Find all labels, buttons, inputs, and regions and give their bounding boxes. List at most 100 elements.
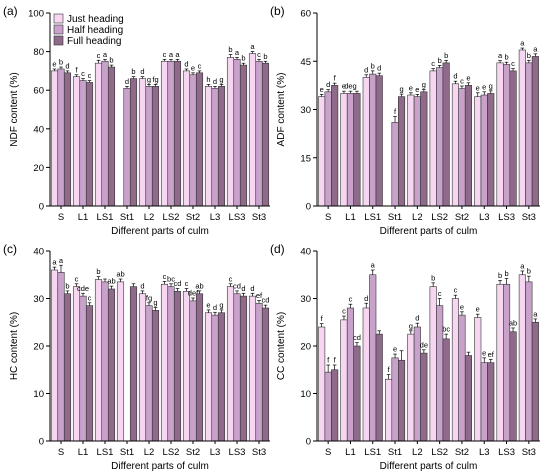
- bar: [107, 288, 116, 442]
- y-tick-label: 45: [300, 57, 311, 68]
- bar: [204, 86, 213, 207]
- bar: [502, 64, 511, 207]
- significance-letter: ef: [256, 291, 263, 300]
- significance-letter: g: [153, 298, 157, 307]
- bar: [101, 281, 109, 442]
- x-tick-label: L1: [78, 212, 89, 223]
- significance-letter: d: [415, 314, 419, 323]
- y-tick-label: 80: [33, 47, 44, 58]
- bar: [50, 269, 59, 442]
- y-tick-label: 10: [300, 389, 311, 400]
- bar: [123, 87, 131, 207]
- significance-letter: d: [326, 80, 330, 89]
- bar: [261, 307, 270, 442]
- significance-letter: deg: [344, 82, 357, 91]
- y-tick-label: 30: [300, 294, 311, 305]
- significance-letter: f: [334, 74, 337, 83]
- significance-letter: fg: [146, 293, 152, 302]
- significance-letter: d: [213, 77, 217, 86]
- significance-letter: c: [431, 59, 435, 68]
- bar: [474, 317, 482, 442]
- x-tick-label: LS1: [364, 447, 381, 458]
- legend-swatch: [53, 24, 64, 35]
- x-tick-label: St2: [186, 212, 200, 223]
- significance-letter: c: [97, 51, 101, 60]
- x-tick-label: St2: [186, 447, 200, 458]
- bar: [167, 286, 175, 442]
- y-axis-label: ADF content (%): [276, 73, 287, 147]
- bar: [318, 326, 326, 442]
- bar: [442, 338, 450, 442]
- significance-letter: d: [65, 61, 69, 70]
- x-tick-label: LS2: [431, 212, 448, 223]
- significance-letter: e: [476, 305, 480, 314]
- bar: [72, 286, 81, 442]
- x-tick-label: L3: [210, 447, 221, 458]
- bar: [63, 72, 72, 207]
- significance-letter: a: [235, 48, 240, 57]
- significance-letter: c: [349, 295, 353, 304]
- significance-letter: ab: [195, 281, 203, 290]
- bar: [458, 88, 466, 207]
- y-tick-label: 0: [306, 437, 311, 448]
- x-tick-label: L1: [345, 447, 356, 458]
- bar: [129, 78, 138, 207]
- bar: [182, 70, 191, 207]
- bar: [375, 333, 383, 442]
- significance-letter: d: [125, 77, 129, 86]
- significance-letter: b: [59, 58, 63, 67]
- x-tick-label: L3: [210, 212, 221, 223]
- x-tick-label: S: [58, 212, 64, 223]
- significance-letter: de: [420, 340, 428, 349]
- bar: [79, 80, 87, 207]
- bar: [129, 286, 138, 442]
- x-tick-label: LS1: [97, 212, 114, 223]
- y-tick-label: 0: [306, 202, 311, 213]
- bar: [94, 62, 103, 207]
- significance-letter: e: [206, 300, 210, 309]
- significance-letter: a: [175, 50, 180, 59]
- bar: [531, 56, 539, 207]
- bar: [531, 321, 539, 442]
- x-tick-label: L2: [144, 212, 155, 223]
- y-axis-label: NDF content (%): [9, 72, 20, 146]
- significance-letter: cde: [77, 284, 89, 293]
- significance-letter: e: [466, 73, 470, 82]
- bar: [480, 362, 488, 442]
- bar: [138, 293, 147, 442]
- x-tick-label: St1: [120, 212, 134, 223]
- bar: [189, 300, 197, 442]
- significance-letter: ab: [107, 277, 115, 286]
- significance-letter: a: [59, 256, 64, 265]
- bar: [340, 319, 348, 442]
- bar: [226, 286, 235, 442]
- x-tick-label: L3: [479, 447, 490, 458]
- x-tick-label: St3: [252, 212, 266, 223]
- y-tick-label: 20: [300, 342, 311, 353]
- significance-letter: a: [533, 309, 538, 318]
- significance-letter: f: [388, 365, 391, 374]
- panel-label: (d): [270, 242, 285, 256]
- x-tick-label: L1: [345, 212, 356, 223]
- significance-letter: d: [364, 65, 368, 74]
- bar: [436, 67, 444, 207]
- significance-letter: def: [188, 289, 199, 298]
- significance-letter: cd: [174, 279, 182, 288]
- bar: [353, 93, 361, 207]
- significance-letter: b: [263, 52, 267, 61]
- bar: [50, 70, 59, 207]
- bar: [474, 96, 482, 207]
- significance-letter: a: [371, 261, 376, 270]
- significance-letter: b: [504, 53, 508, 62]
- x-tick-label: St3: [522, 447, 536, 458]
- bar: [397, 96, 406, 207]
- x-tick-label: St1: [120, 447, 134, 458]
- significance-letter: c: [511, 59, 515, 68]
- y-tick-label: 0: [39, 437, 44, 448]
- bar: [518, 274, 526, 442]
- bar: [496, 62, 504, 207]
- y-tick-label: 30: [33, 294, 44, 305]
- significance-letter: a: [498, 51, 503, 60]
